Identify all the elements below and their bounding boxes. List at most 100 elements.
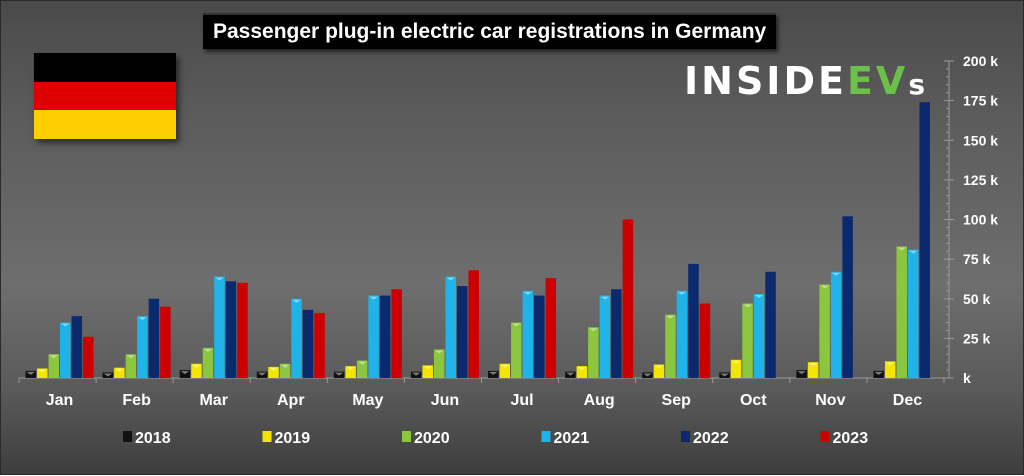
bar-2020-jul bbox=[511, 322, 522, 378]
bar-highlight bbox=[334, 372, 344, 376]
y-tick-label: 75 k bbox=[963, 251, 990, 267]
bar-2022-feb bbox=[148, 298, 160, 378]
bar-2021-sep bbox=[676, 290, 688, 378]
bar-2020-jun bbox=[433, 349, 445, 378]
bar-2019-nov bbox=[807, 362, 819, 378]
bar-highlight bbox=[677, 291, 687, 295]
bar-highlight bbox=[434, 350, 444, 354]
bar-highlight bbox=[346, 367, 355, 371]
bar-2019-jul bbox=[499, 363, 511, 378]
bar-highlight bbox=[215, 277, 224, 281]
bar-highlight bbox=[808, 363, 818, 367]
bar-highlight bbox=[292, 299, 301, 303]
bar-highlight bbox=[489, 371, 498, 375]
bar-highlight bbox=[797, 371, 806, 375]
bar-highlight bbox=[26, 371, 36, 375]
bar-2023-mar bbox=[237, 282, 248, 378]
bar-2023-apr bbox=[314, 313, 325, 378]
bar-highlight bbox=[589, 328, 598, 332]
flag-stripe-black bbox=[34, 53, 176, 82]
bar-highlight bbox=[61, 323, 70, 327]
germany-flag bbox=[34, 53, 176, 139]
y-tick-label: 25 k bbox=[963, 330, 990, 346]
bar-2019-jan bbox=[37, 368, 48, 378]
bar-highlight bbox=[49, 355, 59, 359]
y-tick-label: 50 k bbox=[963, 291, 990, 307]
bar-2018-dec bbox=[873, 370, 884, 378]
y-tick-label: k bbox=[963, 370, 971, 386]
bar-2018-oct bbox=[719, 372, 730, 378]
bar-2021-feb bbox=[137, 316, 148, 378]
bar-2023-aug bbox=[622, 219, 634, 378]
bar-2022-mar bbox=[225, 281, 237, 378]
bar-highlight bbox=[820, 285, 829, 289]
bar-highlight bbox=[423, 366, 432, 370]
bar-2018-mar bbox=[179, 370, 191, 378]
bar-2020-feb bbox=[125, 354, 137, 378]
bar-2018-jun bbox=[410, 371, 422, 378]
legend-swatch-2022 bbox=[681, 431, 690, 442]
bar-2023-sep bbox=[699, 303, 711, 378]
bar-2018-jul bbox=[488, 370, 499, 378]
y-tick-label: 200 k bbox=[963, 53, 998, 69]
bar-2018-feb bbox=[102, 372, 114, 378]
bar-2019-feb bbox=[114, 367, 125, 378]
bar-highlight bbox=[908, 250, 918, 254]
bar-2023-feb bbox=[160, 306, 171, 378]
legend-label-2023: 2023 bbox=[833, 430, 869, 447]
bar-highlight bbox=[126, 355, 136, 359]
bar-highlight bbox=[831, 272, 841, 276]
bar-2021-jun bbox=[445, 276, 456, 378]
bar-2018-apr bbox=[256, 371, 268, 378]
bar-2020-nov bbox=[819, 284, 830, 378]
logo-s: s bbox=[908, 68, 928, 101]
x-tick-label: Feb bbox=[122, 392, 151, 409]
bar-2022-may bbox=[379, 295, 391, 378]
logo-inside: INSIDE bbox=[684, 59, 847, 103]
bar-highlight bbox=[257, 372, 267, 376]
bar-highlight bbox=[523, 291, 533, 295]
bar-highlight bbox=[369, 296, 378, 300]
x-tick-label: May bbox=[352, 392, 383, 409]
x-tick-label: Apr bbox=[277, 392, 305, 409]
bar-2021-aug bbox=[599, 295, 611, 378]
bar-highlight bbox=[180, 371, 190, 375]
bar-2019-mar bbox=[191, 363, 202, 378]
bar-2019-jun bbox=[422, 365, 433, 378]
bar-highlight bbox=[512, 323, 521, 327]
bar-highlight bbox=[411, 372, 421, 376]
bar-highlight bbox=[654, 365, 664, 369]
bar-2019-apr bbox=[268, 366, 279, 378]
bar-2020-jan bbox=[48, 354, 60, 378]
bar-2018-nov bbox=[796, 370, 807, 378]
bar-2021-jan bbox=[60, 322, 71, 378]
bar-2022-jul bbox=[534, 295, 545, 378]
bar-2019-aug bbox=[576, 366, 588, 378]
bar-2023-jan bbox=[83, 336, 94, 378]
bar-highlight bbox=[203, 348, 213, 352]
x-tick-label: Aug bbox=[584, 392, 615, 409]
legend-label-2020: 2020 bbox=[414, 430, 450, 447]
bar-highlight bbox=[666, 315, 675, 319]
bar-2019-dec bbox=[884, 361, 896, 378]
bar-2022-aug bbox=[611, 289, 622, 378]
x-tick-label: Oct bbox=[740, 392, 767, 409]
flag-stripe-gold bbox=[34, 110, 176, 139]
x-tick-label: Mar bbox=[199, 392, 227, 409]
y-tick-label: 175 k bbox=[963, 93, 998, 109]
bar-highlight bbox=[446, 277, 455, 281]
bar-2019-oct bbox=[730, 359, 742, 378]
bar-2022-jun bbox=[456, 286, 468, 378]
x-tick-label: Jul bbox=[510, 392, 533, 409]
bar-highlight bbox=[138, 317, 147, 321]
bar-2022-oct bbox=[765, 271, 776, 378]
bar-2023-jul bbox=[545, 278, 557, 378]
bar-highlight bbox=[720, 373, 729, 377]
y-tick-label: 100 k bbox=[963, 212, 998, 228]
bar-2019-sep bbox=[653, 364, 665, 378]
bar-highlight bbox=[754, 294, 764, 298]
legend-swatch-2023 bbox=[820, 431, 830, 442]
bar-2021-jul bbox=[522, 290, 534, 378]
legend-label-2018: 2018 bbox=[135, 430, 171, 447]
legend-swatch-2019 bbox=[262, 431, 272, 442]
